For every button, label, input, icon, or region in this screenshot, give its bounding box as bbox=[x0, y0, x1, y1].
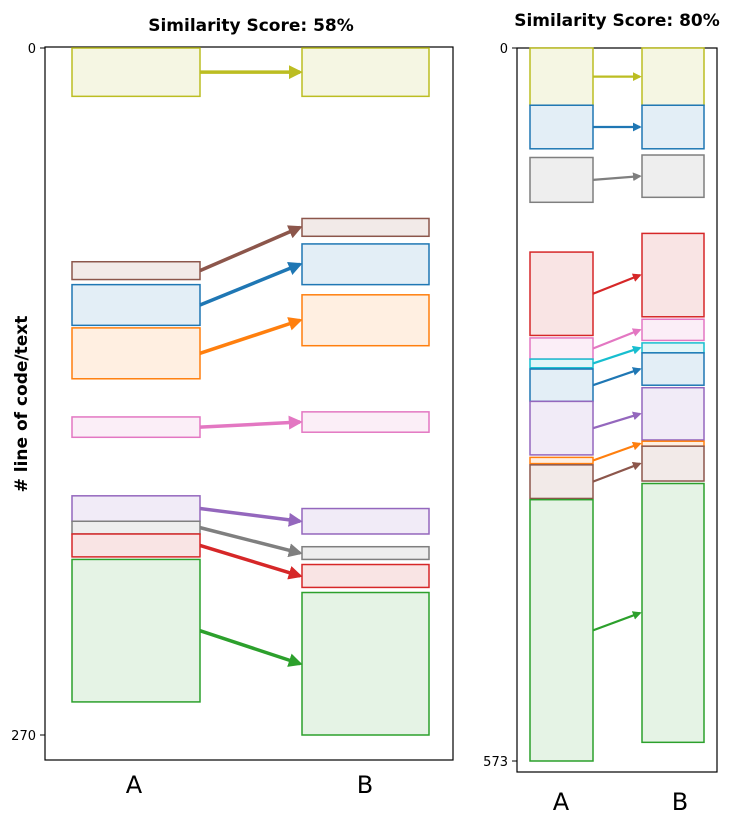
block-a bbox=[71, 495, 201, 523]
mapping-arrow bbox=[199, 415, 303, 430]
block-a bbox=[529, 456, 594, 465]
mapping-arrow bbox=[592, 273, 642, 295]
block-b bbox=[301, 217, 430, 238]
block-a bbox=[529, 400, 594, 456]
block-a bbox=[529, 47, 594, 106]
y-tick-label: 270 bbox=[11, 729, 36, 744]
chart-right: Similarity Score: 80% 0 573 A B bbox=[483, 11, 720, 816]
block-a bbox=[529, 104, 594, 150]
mapping-arrow bbox=[592, 367, 642, 387]
y-tick-label: 0 bbox=[28, 42, 36, 57]
y-axis-label: # line of code/text bbox=[12, 316, 32, 493]
block-b bbox=[641, 154, 705, 199]
mapping-arrow bbox=[199, 525, 303, 558]
block-b bbox=[301, 411, 430, 433]
x-label-b: B bbox=[672, 788, 688, 816]
mapping-arrow bbox=[199, 225, 303, 273]
mapping-arrow bbox=[199, 629, 303, 667]
x-label-a: A bbox=[553, 788, 570, 816]
block-a bbox=[71, 533, 201, 558]
chart-title: Similarity Score: 58% bbox=[148, 16, 354, 36]
block-b bbox=[641, 47, 705, 106]
block-a bbox=[71, 327, 201, 380]
plot-frame bbox=[516, 47, 718, 773]
block-a bbox=[71, 558, 201, 703]
x-label-a: A bbox=[126, 771, 143, 799]
block-b bbox=[301, 47, 430, 98]
block-b bbox=[301, 591, 430, 736]
block-a bbox=[529, 368, 594, 403]
block-a bbox=[529, 358, 594, 369]
block-b bbox=[641, 482, 705, 744]
block-b bbox=[641, 232, 705, 318]
block-a bbox=[529, 251, 594, 337]
block-b bbox=[641, 445, 705, 482]
chart-left: Similarity Score: 58% # line of code/tex… bbox=[11, 16, 454, 799]
block-a bbox=[529, 156, 594, 204]
block-a bbox=[71, 416, 201, 439]
block-b bbox=[641, 104, 705, 150]
y-tick-label: 0 bbox=[500, 42, 508, 57]
block-a bbox=[529, 498, 594, 762]
mapping-arrow bbox=[199, 506, 303, 527]
mapping-arrow bbox=[199, 317, 303, 355]
block-a bbox=[529, 464, 594, 500]
mapping-arrow bbox=[592, 441, 642, 462]
block-b bbox=[641, 352, 705, 386]
x-label-b: B bbox=[357, 771, 373, 799]
plot-frame bbox=[44, 46, 454, 761]
block-b bbox=[641, 342, 705, 354]
block-b bbox=[301, 507, 430, 535]
mapping-arrow bbox=[592, 172, 642, 182]
block-b bbox=[641, 318, 705, 342]
mapping-arrow bbox=[199, 543, 303, 580]
block-a bbox=[71, 47, 201, 98]
chart-title: Similarity Score: 80% bbox=[514, 11, 720, 31]
block-b bbox=[301, 294, 430, 347]
mapping-arrow bbox=[592, 611, 642, 632]
block-b bbox=[301, 545, 430, 561]
mapping-arrow bbox=[199, 262, 303, 307]
block-a bbox=[529, 337, 594, 360]
block-b bbox=[301, 243, 430, 286]
block-a bbox=[71, 283, 201, 327]
mapping-arrow bbox=[592, 411, 642, 430]
block-b bbox=[641, 386, 705, 441]
block-b bbox=[301, 563, 430, 589]
block-a bbox=[71, 520, 201, 535]
mapping-arrow bbox=[592, 328, 642, 350]
mapping-arrow bbox=[592, 345, 642, 365]
block-a bbox=[71, 260, 201, 281]
y-tick-label: 573 bbox=[483, 755, 508, 770]
mapping-arrow bbox=[592, 462, 642, 483]
